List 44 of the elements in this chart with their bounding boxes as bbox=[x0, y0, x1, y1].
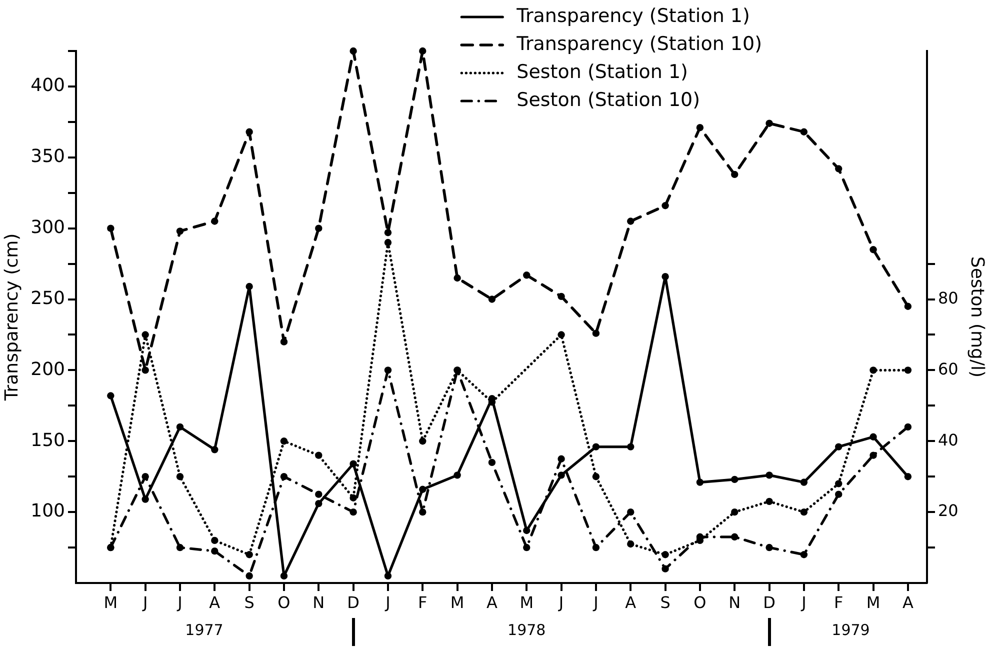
y2-tick-label: 60 bbox=[938, 359, 958, 378]
x-tick-label: S bbox=[660, 592, 670, 612]
y-tick-label: 100 bbox=[30, 500, 65, 522]
y-tick-label: 300 bbox=[30, 217, 65, 238]
legend-label: Transparency (Station 1) bbox=[516, 4, 750, 27]
x-tick-label: J bbox=[176, 592, 182, 612]
y-tick-label: 200 bbox=[30, 358, 65, 380]
y-tick-label: 250 bbox=[30, 288, 65, 309]
x-tick-label: N bbox=[728, 592, 741, 612]
x-tick-label: A bbox=[902, 592, 914, 612]
y2-tick-label: 40 bbox=[938, 430, 958, 450]
y2-axis-title: Seston (mg/l) bbox=[966, 256, 988, 378]
x-tick-label: F bbox=[418, 592, 428, 612]
x-tick-label: M bbox=[450, 592, 464, 612]
y2-tick-label: 80 bbox=[938, 288, 958, 308]
y-tick-label: 350 bbox=[30, 146, 65, 168]
x-tick-label: J bbox=[558, 592, 564, 612]
y-tick-label: 150 bbox=[30, 430, 65, 451]
x-tick-label: S bbox=[244, 592, 254, 612]
x-tick-label: M bbox=[866, 592, 880, 612]
x-tick-label: A bbox=[486, 592, 498, 612]
y-axis-title: Transparency (cm) bbox=[1, 233, 22, 402]
x-tick-label: D bbox=[763, 592, 776, 612]
x-tick-label: F bbox=[834, 592, 844, 612]
legend-label: Seston (Station 1) bbox=[516, 60, 688, 83]
text: 1978 bbox=[508, 620, 546, 639]
y2-tick-label: 20 bbox=[938, 501, 958, 520]
x-tick-label: J bbox=[592, 592, 598, 612]
x-tick-label: D bbox=[347, 592, 360, 612]
x-tick-label: A bbox=[209, 592, 220, 612]
text: 1979 bbox=[832, 620, 870, 639]
y-tick-label: 400 bbox=[30, 75, 65, 96]
legend-label: Transparency (Station 10) bbox=[516, 32, 762, 55]
x-tick-label: J bbox=[800, 592, 806, 612]
legend-label: Seston (Station 10) bbox=[516, 88, 700, 111]
text: 1977 bbox=[185, 620, 224, 639]
x-tick-label: O bbox=[694, 592, 706, 612]
x-tick-label: N bbox=[312, 592, 325, 612]
x-tick-label: J bbox=[142, 592, 148, 612]
x-tick-label: M bbox=[104, 592, 118, 612]
x-tick-label: A bbox=[625, 592, 636, 612]
x-tick-label: O bbox=[278, 592, 290, 612]
x-tick-label: M bbox=[520, 592, 534, 612]
x-tick-label: J bbox=[384, 592, 390, 612]
